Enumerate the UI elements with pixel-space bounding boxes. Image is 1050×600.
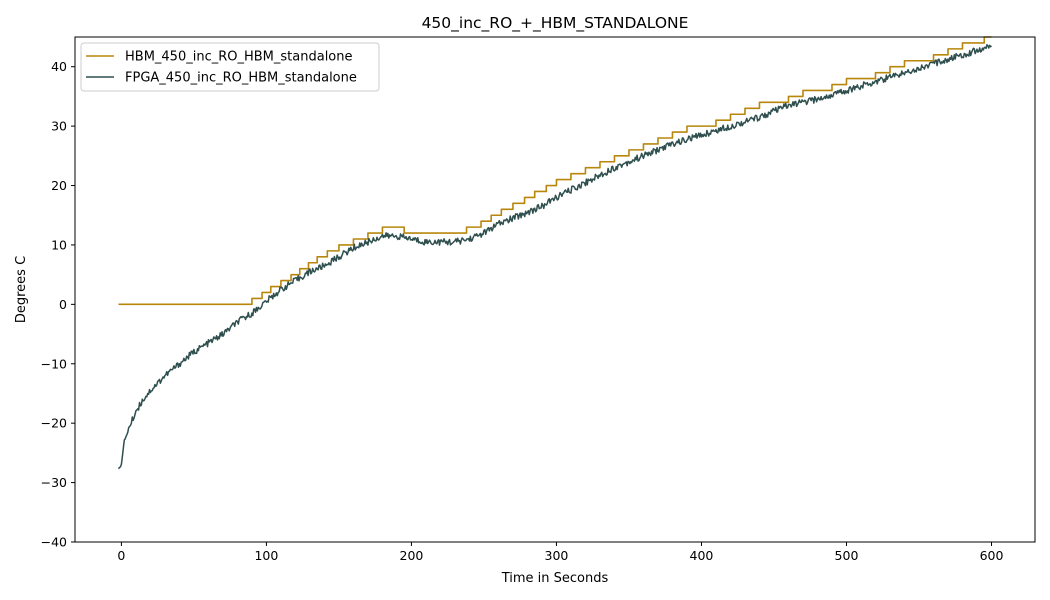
plot-frame [74, 36, 1036, 543]
x-tick-label: 300 [545, 548, 569, 563]
x-axis-ticks: 0 100 200 300 400 500 600 [117, 542, 1003, 563]
x-tick-label: 400 [690, 548, 714, 563]
y-axis-ticks: −40 −30 −20 −10 0 10 20 30 40 [41, 59, 75, 550]
legend: HBM_450_inc_RO_HBM_standalone FPGA_450_i… [80, 42, 380, 92]
x-tick-label: 600 [980, 548, 1004, 563]
y-tick-label: −10 [41, 356, 67, 371]
x-axis-title: Time in Seconds [501, 571, 609, 586]
y-tick-label: −30 [41, 475, 67, 490]
y-tick-label: −20 [41, 416, 67, 431]
legend-box [80, 42, 380, 92]
legend-label-fpga: FPGA_450_inc_RO_HBM_standalone [125, 71, 357, 86]
series-line-hbm [118, 36, 992, 306]
x-tick-label: 100 [254, 548, 278, 563]
plot-series-group [117, 36, 993, 470]
x-tick-label: 200 [400, 548, 424, 563]
legend-label-hbm: HBM_450_inc_RO_HBM_standalone [125, 50, 353, 65]
x-tick-label: 0 [117, 548, 125, 563]
x-tick-label: 500 [835, 548, 859, 563]
y-tick-label: −40 [41, 535, 67, 550]
chart-title: 450_inc_RO_+_HBM_STANDALONE [422, 14, 689, 33]
y-axis-title: Degrees C [14, 256, 29, 323]
y-tick-label: 30 [51, 119, 67, 134]
y-tick-label: 20 [51, 178, 67, 193]
y-tick-label: 10 [51, 237, 67, 252]
y-tick-label: 0 [59, 297, 67, 312]
y-tick-label: 40 [51, 59, 67, 74]
series-line-fpga [117, 44, 993, 470]
